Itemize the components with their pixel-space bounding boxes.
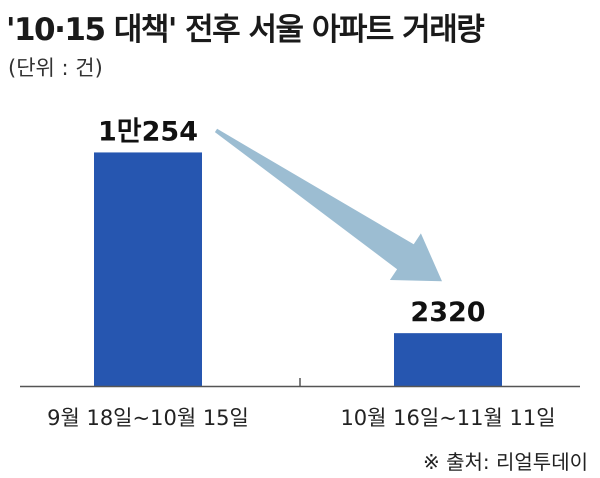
category-label-1: 9월 18일~10월 15일 bbox=[47, 406, 249, 430]
unit-label: (단위 : 건) bbox=[8, 56, 103, 80]
category-label-2: 10월 16일~11월 11일 bbox=[340, 406, 555, 430]
bar-value-label-2: 2320 bbox=[410, 297, 485, 328]
chart-title: '10·15 대책' 전후 서울 아파트 거래량 bbox=[6, 12, 485, 48]
bar-value-label-1: 1만254 bbox=[98, 116, 198, 147]
bar-1 bbox=[94, 152, 202, 386]
bar-2 bbox=[394, 333, 502, 386]
source-note: ※ 출처: 리얼투데이 bbox=[422, 450, 588, 474]
decrease-arrow bbox=[214, 128, 442, 282]
